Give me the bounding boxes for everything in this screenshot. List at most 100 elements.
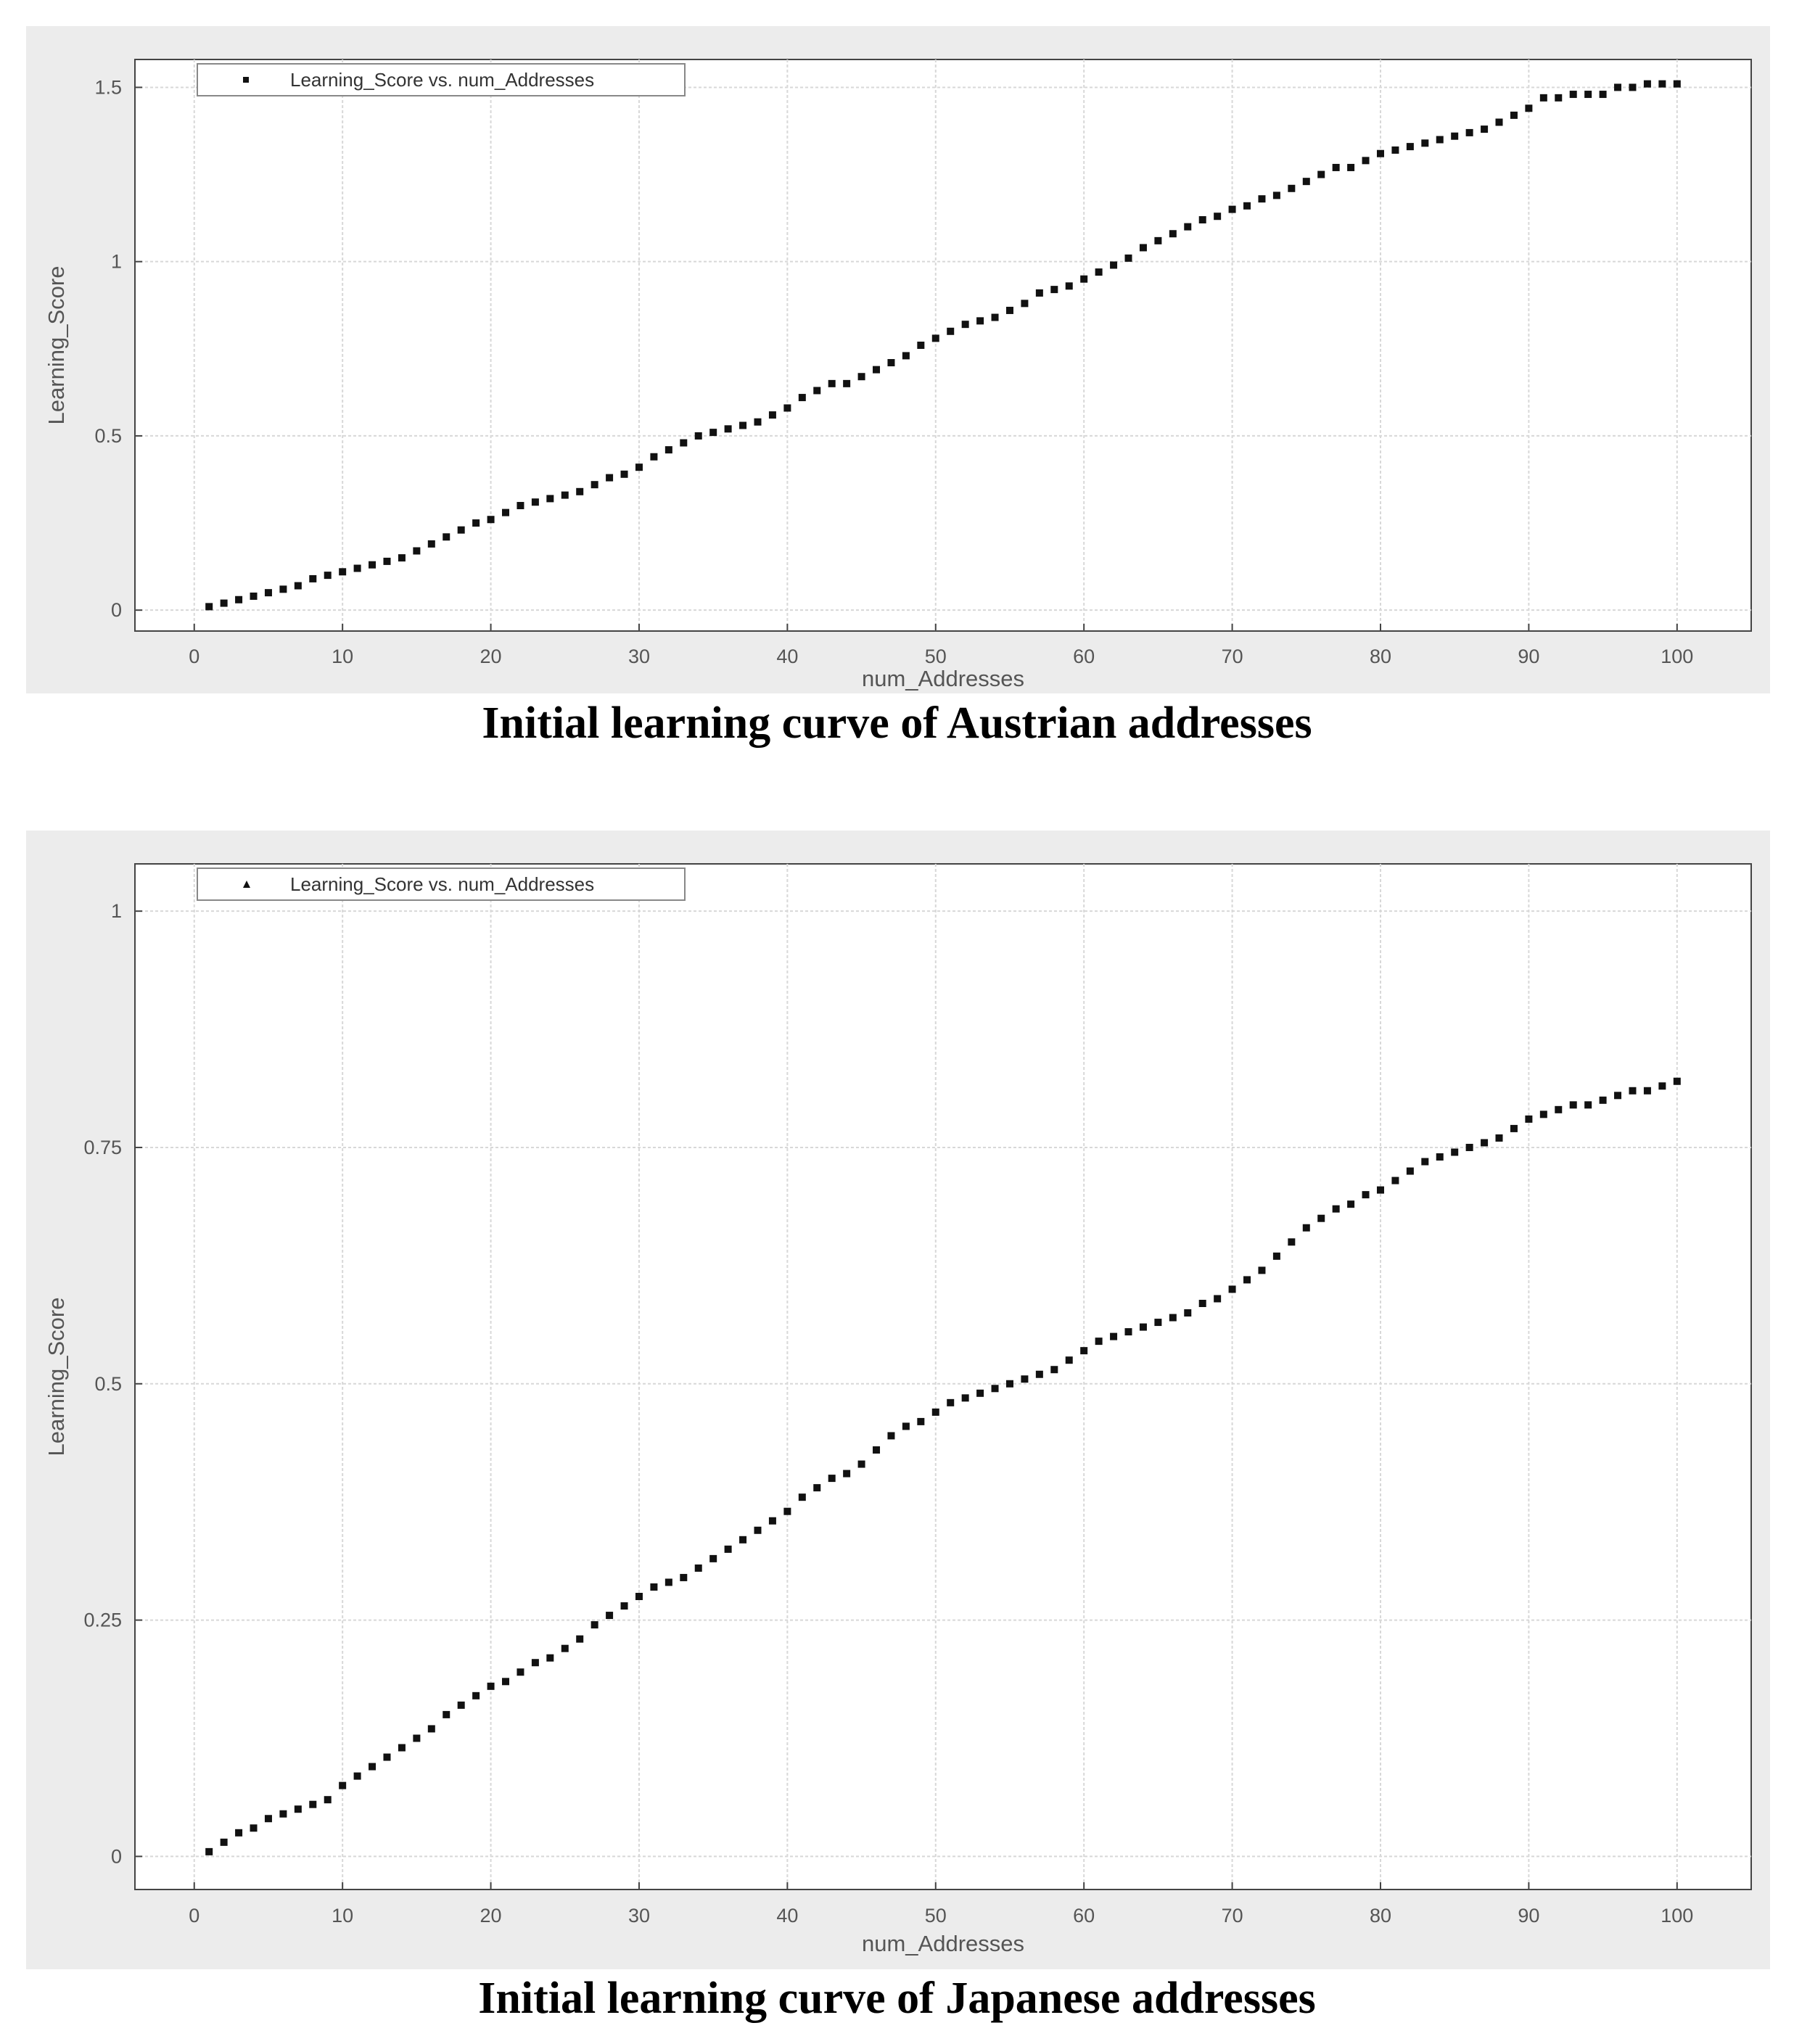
data-point [1258,1266,1266,1274]
data-point [353,1772,361,1780]
data-point [931,1408,939,1416]
data-point [309,574,317,582]
data-point [991,1385,999,1393]
data-point [487,1682,495,1690]
data-point [1495,118,1503,126]
legend-box [197,868,686,901]
data-point [1184,1309,1192,1317]
data-point [1302,178,1310,186]
data-point [620,470,628,478]
data-point [739,1536,747,1544]
data-point [635,463,643,471]
data-point [917,342,925,349]
data-point [294,582,302,590]
data-point [873,366,881,374]
data-point [1347,163,1355,171]
data-point [250,592,258,600]
x-tick-label: 80 [1370,1905,1391,1926]
data-point [1272,1252,1280,1260]
data-point [620,1602,628,1610]
legend-label: Learning_Score vs. num_Addresses [290,873,594,895]
data-point [576,1635,584,1643]
data-point [1614,83,1622,91]
data-point [1421,139,1429,147]
data-point [798,394,806,402]
data-point [1643,1087,1651,1095]
data-point [1481,1139,1489,1147]
data-point [1465,128,1473,136]
x-tick-label: 50 [925,1905,947,1926]
data-point [561,1644,569,1652]
data-point [724,425,732,433]
data-point [1154,1319,1162,1327]
data-point [383,1753,391,1761]
data-point [902,1422,910,1430]
data-point [694,1564,702,1572]
data-point [1584,1101,1592,1109]
data-point [1302,1224,1310,1232]
data-point [664,446,672,454]
data-point [1362,1191,1370,1199]
data-point [650,1583,658,1591]
data-point [902,352,910,360]
data-point [1451,1148,1459,1156]
data-point [1021,1375,1029,1383]
data-point [947,327,955,335]
data-point [235,596,243,603]
caption-japanese: Initial learning curve of Japanese addre… [478,1974,1316,2023]
data-point [1584,91,1592,99]
x-tick-label: 50 [925,646,947,667]
data-point [1629,83,1637,91]
data-point [768,1517,776,1525]
data-point [339,1781,347,1789]
y-tick-label: 0 [111,1845,122,1867]
data-point [443,1710,450,1718]
x-tick-label: 10 [332,646,353,667]
data-point [873,1446,881,1454]
data-point [235,1829,243,1837]
x-tick-label: 70 [1222,1905,1243,1926]
data-point [1510,111,1518,119]
data-point [1258,195,1266,203]
data-point [1124,1328,1132,1336]
data-point [1243,1276,1251,1284]
data-point [1095,268,1103,276]
data-point [694,432,702,440]
data-point [768,411,776,419]
data-point [976,1389,984,1397]
data-point [783,1507,791,1515]
x-tick-label: 30 [628,1905,650,1926]
data-point [1643,80,1651,88]
data-point [487,516,495,524]
data-point [783,404,791,412]
data-point [502,1678,510,1686]
plot-area [134,863,1752,1890]
data-point [1005,1380,1013,1388]
x-tick-label: 90 [1518,1905,1539,1926]
data-point [517,502,524,510]
data-point [591,481,598,489]
data-point [917,1417,925,1425]
data-point [961,1394,969,1402]
x-tick-label: 40 [776,646,798,667]
data-point [843,379,851,387]
data-point [324,1796,332,1804]
data-point [546,1654,554,1662]
data-point [1436,136,1444,144]
data-point [857,373,865,381]
data-point [1272,191,1280,199]
y-tick-label: 0.5 [94,425,122,447]
data-point [813,1484,821,1492]
data-point [798,1493,806,1501]
y-tick-label: 0.5 [94,1373,122,1395]
data-point [591,1621,598,1629]
data-point [383,557,391,565]
data-point [976,317,984,325]
data-point [1288,184,1296,192]
data-point [1362,157,1370,165]
data-point [680,439,688,447]
x-tick-label: 80 [1370,646,1391,667]
data-point [1095,1338,1103,1346]
data-point [353,564,361,572]
data-point [857,1460,865,1468]
